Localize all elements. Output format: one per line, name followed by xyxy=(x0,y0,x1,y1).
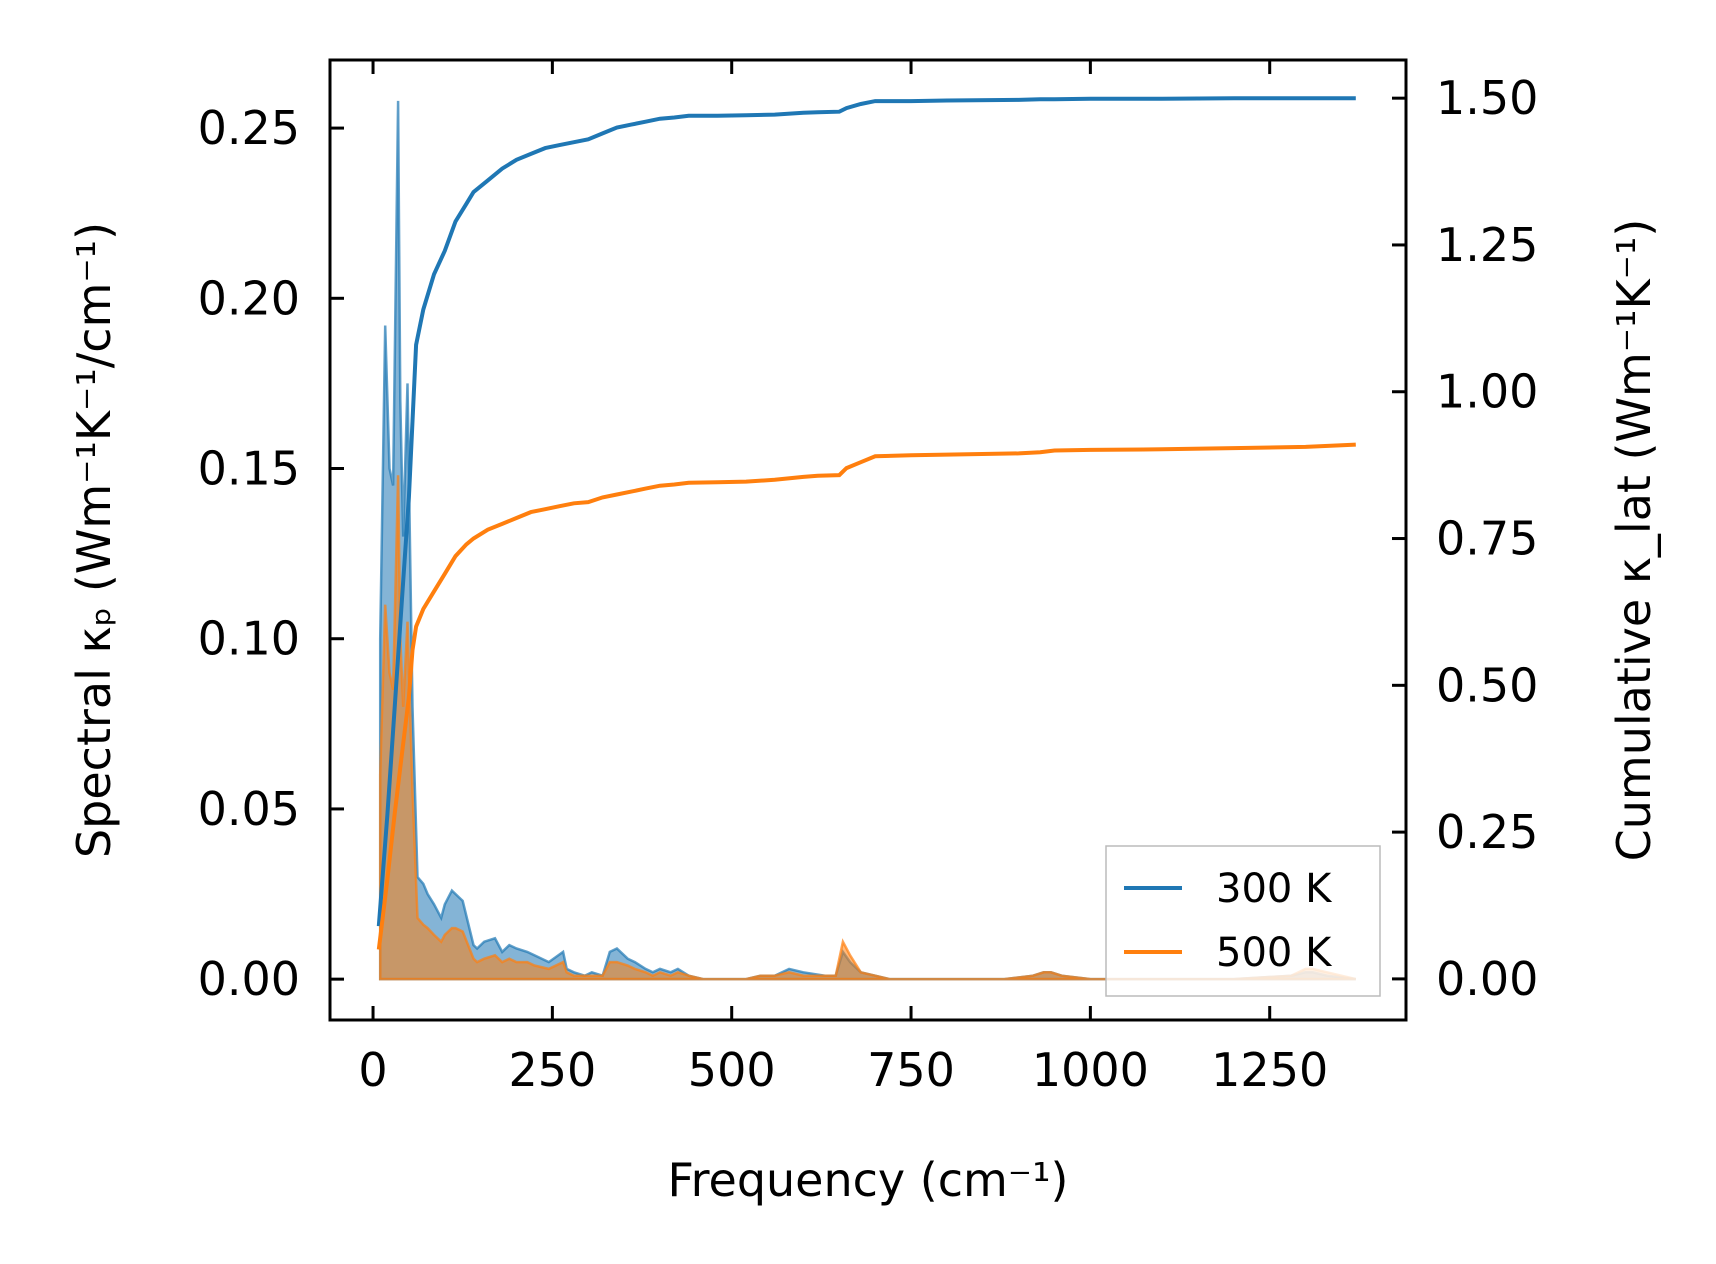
x-axis-label: Frequency (cm⁻¹) xyxy=(668,1153,1069,1207)
y-tick-label-right: 0.50 xyxy=(1436,658,1538,712)
y-tick-label-left: 0.05 xyxy=(198,782,300,836)
y-tick-label-left: 0.25 xyxy=(198,101,300,155)
x-tick-label: 500 xyxy=(688,1043,776,1097)
x-tick-label: 1000 xyxy=(1032,1043,1149,1097)
x-tick-label: 750 xyxy=(867,1043,955,1097)
y-tick-label-right: 1.00 xyxy=(1436,365,1538,419)
x-tick-label: 1250 xyxy=(1211,1043,1328,1097)
legend-label-500k: 500 K xyxy=(1216,930,1333,976)
y-tick-label-right: 0.00 xyxy=(1436,952,1538,1006)
x-tick-label: 0 xyxy=(358,1043,387,1097)
y-tick-label-left: 0.10 xyxy=(198,612,300,666)
y-axis-left-label: Spectral κₚ (Wm⁻¹K⁻¹/cm⁻¹) xyxy=(67,222,121,858)
legend: 300 K 500 K xyxy=(1105,845,1381,997)
cumulative-line-500k xyxy=(376,442,1356,950)
y-tick-label-right: 0.75 xyxy=(1436,512,1538,566)
axis-ticks: 0 250 500 750 1000 1250 0.00 0.05 0.10 0.15 0.20 0.… xyxy=(198,60,1538,1097)
legend-label-300k: 300 K xyxy=(1216,866,1333,912)
y-axis-right-label: Cumulative κ_lat (Wm⁻¹K⁻¹) xyxy=(1607,219,1661,862)
y-tick-label-right: 1.50 xyxy=(1436,71,1538,125)
spectral-fill-areas xyxy=(378,100,1357,981)
cumulative-line-300k xyxy=(376,96,1356,927)
y-tick-label-left: 0.20 xyxy=(198,271,300,325)
cumulative-lines xyxy=(376,96,1356,950)
y-tick-label-right: 0.25 xyxy=(1436,805,1538,859)
y-tick-label-left: 0.00 xyxy=(198,952,300,1006)
legend-box xyxy=(1105,845,1381,997)
y-tick-label-right: 1.25 xyxy=(1436,218,1538,272)
y-tick-label-left: 0.15 xyxy=(198,442,300,496)
x-tick-label: 250 xyxy=(508,1043,596,1097)
spectral-area-500k xyxy=(378,475,1357,981)
